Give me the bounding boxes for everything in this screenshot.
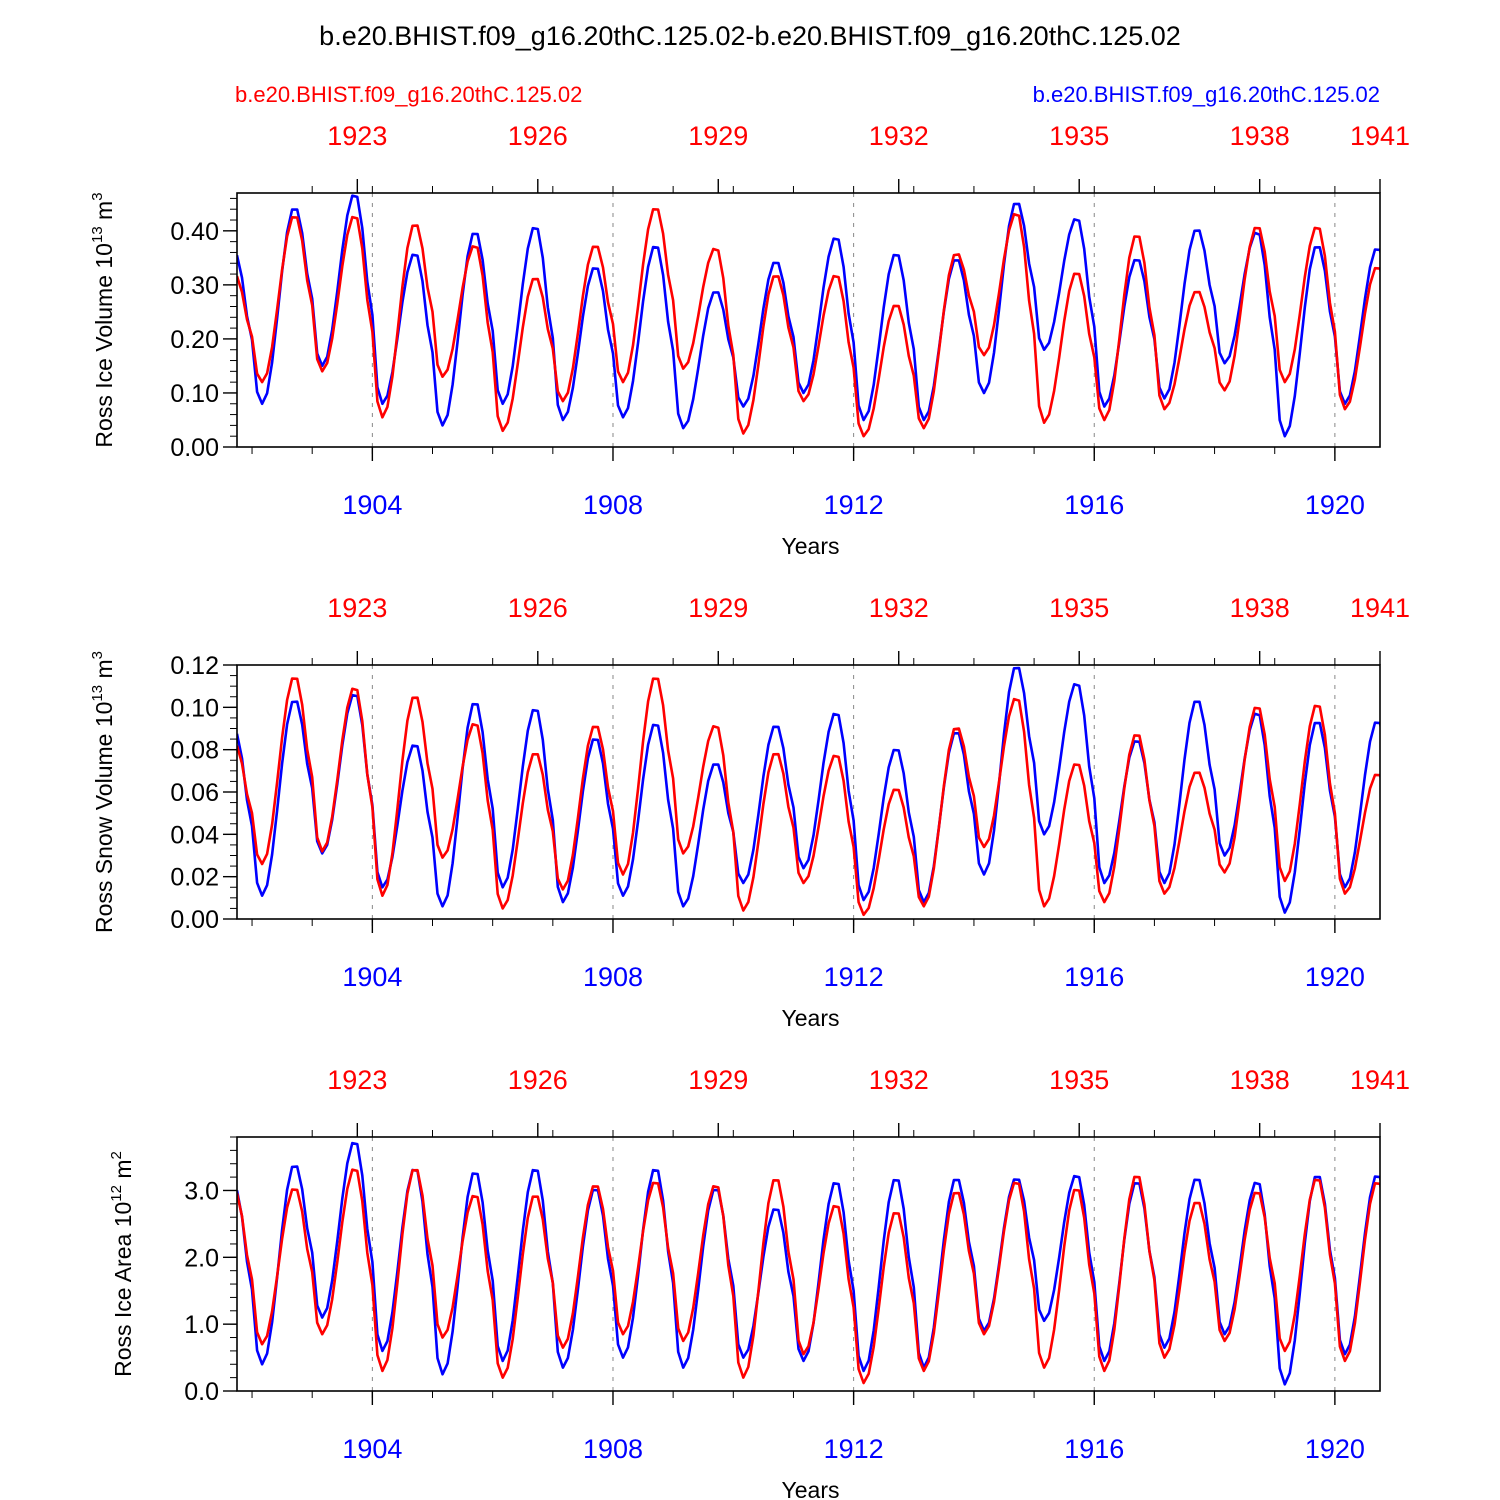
legend-label-blue: b.e20.BHIST.f09_g16.20thC.125.02 <box>1033 82 1380 107</box>
y-tick-label: 0.00 <box>170 434 219 462</box>
y-tick-label: 0.12 <box>170 652 219 680</box>
y-tick-label: 0.40 <box>170 218 219 246</box>
top-x-tick-label: 1941 <box>1350 593 1410 623</box>
bottom-x-tick-label: 1920 <box>1305 1434 1365 1464</box>
y-axis-label-unit: m <box>110 1159 136 1185</box>
top-x-tick-label: 1929 <box>688 1065 748 1095</box>
y-axis-label-exponent: 13 <box>89 226 106 243</box>
legend-label-red: b.e20.BHIST.f09_g16.20thC.125.02 <box>235 82 582 107</box>
y-axis-label-exponent: 13 <box>89 685 106 702</box>
top-x-tick-label: 1929 <box>688 121 748 151</box>
bottom-x-tick-label: 1912 <box>824 1434 884 1464</box>
top-x-tick-label: 1941 <box>1350 121 1410 151</box>
top-x-tick-label: 1923 <box>327 593 387 623</box>
y-tick-label: 0.02 <box>170 864 219 892</box>
bottom-x-tick-label: 1908 <box>583 1434 643 1464</box>
y-tick-label: 2.0 <box>184 1244 219 1272</box>
y-tick-label: 0.06 <box>170 779 219 807</box>
y-tick-label: 0.04 <box>170 821 219 849</box>
y-tick-label: 0.20 <box>170 326 219 354</box>
top-x-tick-label: 1926 <box>508 1065 568 1095</box>
y-axis-label: Ross Ice Volume 1013 m3 <box>89 192 117 447</box>
top-x-tick-label: 1932 <box>869 121 929 151</box>
top-x-tick-label: 1935 <box>1049 1065 1109 1095</box>
bottom-x-tick-label: 1912 <box>824 962 884 992</box>
y-tick-label: 0.08 <box>170 737 219 765</box>
bottom-x-tick-label: 1920 <box>1305 962 1365 992</box>
panel-3: 0.0 1.0 2.0 3.0 1904 1908 1912 1916 1920 1923 1926… <box>108 1065 1410 1500</box>
x-axis-label: Years <box>782 1477 840 1500</box>
series-red-line <box>237 677 1380 917</box>
figure-title: b.e20.BHIST.f09_g16.20thC.125.02-b.e20.B… <box>319 21 1181 51</box>
bottom-x-tick-label: 1916 <box>1064 1434 1124 1464</box>
top-x-tick-label: 1932 <box>869 1065 929 1095</box>
top-x-tick-label: 1941 <box>1350 1065 1410 1095</box>
y-axis-label-unit-exponent: 2 <box>108 1151 125 1159</box>
top-x-tick-label: 1929 <box>688 593 748 623</box>
y-axis-label-unit-exponent: 3 <box>89 651 106 659</box>
bottom-x-tick-label: 1908 <box>583 490 643 520</box>
y-axis-label-unit: m <box>91 201 117 227</box>
y-axis-label-exponent: 12 <box>108 1185 125 1202</box>
y-axis-label-text: Ross Ice Area 10 <box>110 1202 136 1377</box>
bottom-x-tick-label: 1904 <box>342 962 402 992</box>
panel-1: 0.00 0.10 0.20 0.30 0.40 1904 1908 1912 1916 1920… <box>89 121 1410 559</box>
bottom-x-tick-label: 1904 <box>342 1434 402 1464</box>
plot-frame <box>236 664 1381 920</box>
top-x-tick-label: 1938 <box>1230 1065 1290 1095</box>
y-axis-label-text: Ross Ice Volume 10 <box>91 243 117 448</box>
plot-frame <box>236 1136 1381 1392</box>
y-tick-label: 1.0 <box>184 1311 219 1339</box>
x-axis-label: Years <box>782 1005 840 1031</box>
y-axis-label: Ross Snow Volume 1013 m3 <box>89 651 117 933</box>
series-blue-line <box>237 1141 1380 1386</box>
bottom-x-tick-label: 1912 <box>824 490 884 520</box>
y-axis-label: Ross Ice Area 1012 m2 <box>108 1151 136 1377</box>
bottom-x-tick-label: 1920 <box>1305 490 1365 520</box>
bottom-x-tick-label: 1904 <box>342 490 402 520</box>
y-tick-label: 3.0 <box>184 1177 219 1205</box>
top-x-tick-label: 1923 <box>327 121 387 151</box>
bottom-x-tick-label: 1916 <box>1064 490 1124 520</box>
y-tick-label: 0.0 <box>184 1378 219 1406</box>
series-red-line <box>237 208 1380 438</box>
top-x-tick-label: 1938 <box>1230 593 1290 623</box>
top-x-tick-label: 1938 <box>1230 121 1290 151</box>
y-tick-label: 0.10 <box>170 380 219 408</box>
top-x-tick-label: 1926 <box>508 593 568 623</box>
y-axis-label-text: Ross Snow Volume 10 <box>91 702 117 933</box>
top-x-tick-label: 1923 <box>327 1065 387 1095</box>
bottom-x-tick-label: 1908 <box>583 962 643 992</box>
top-x-tick-label: 1935 <box>1049 121 1109 151</box>
bottom-x-tick-label: 1916 <box>1064 962 1124 992</box>
panel-2: 0.00 0.02 0.04 0.06 0.08 0.10 0.12 1904 1908 1912… <box>89 593 1410 1031</box>
top-x-tick-label: 1935 <box>1049 593 1109 623</box>
y-tick-label: 0.00 <box>170 906 219 934</box>
y-axis-label-unit: m <box>91 659 117 685</box>
series-red-line <box>237 1168 1380 1385</box>
top-x-tick-label: 1932 <box>869 593 929 623</box>
top-x-tick-label: 1926 <box>508 121 568 151</box>
y-axis-label-unit-exponent: 3 <box>89 192 106 200</box>
x-axis-label: Years <box>782 533 840 559</box>
y-tick-label: 0.30 <box>170 272 219 300</box>
plot-frame <box>236 192 1381 448</box>
y-tick-label: 0.10 <box>170 694 219 722</box>
